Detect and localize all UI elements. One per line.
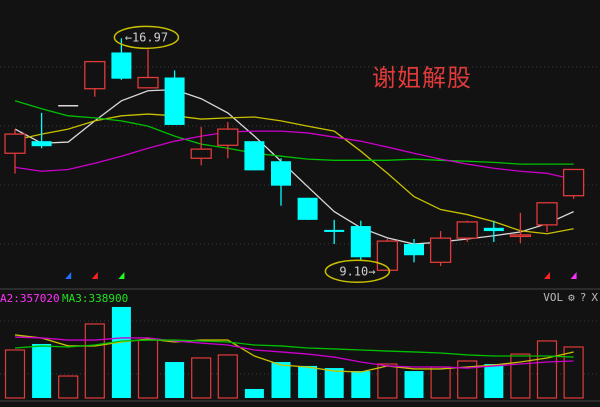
volume-ma60-line	[14, 339, 574, 358]
signal-marker	[544, 272, 550, 279]
volume-bar	[191, 357, 212, 399]
volume-bar	[4, 349, 26, 399]
candle-body	[297, 197, 318, 220]
volume-bar	[271, 362, 291, 398]
candle-body	[376, 240, 399, 271]
price-annotation-ellipse	[324, 259, 391, 284]
candle-body	[111, 52, 132, 79]
volume-bar	[244, 388, 264, 398]
watermark: 谢姐解股	[372, 64, 472, 92]
signal-marker	[570, 272, 577, 279]
candle-body	[217, 128, 239, 146]
volume-bar	[563, 346, 584, 399]
help-button[interactable]: ?	[579, 291, 587, 304]
candle-body	[509, 234, 532, 238]
candle-body	[404, 244, 424, 256]
candle-body	[271, 161, 291, 186]
volume-bar	[58, 375, 79, 399]
volume-bar	[536, 340, 558, 399]
signal-marker	[91, 272, 98, 279]
volume-bar	[298, 365, 318, 398]
volume-ma10-line	[14, 334, 574, 373]
volume-bar	[351, 371, 371, 398]
volume-ma2-label: A2:357020	[0, 292, 60, 305]
volume-bar	[457, 360, 478, 399]
candle-body	[31, 141, 52, 147]
candle-body	[483, 227, 504, 232]
candle-body	[429, 237, 452, 263]
high-price-label: ←16.97	[125, 30, 168, 44]
volume-bar	[430, 366, 451, 399]
volume-toolbar: VOL ⚙ ? X	[543, 291, 598, 304]
volume-bar	[510, 353, 531, 399]
price-annotation-ellipse	[113, 25, 180, 50]
indicator-name[interactable]: VOL	[543, 291, 564, 304]
low-price-label: 9.10→	[339, 264, 375, 278]
candle-body	[244, 141, 265, 171]
volume-ma3-label: MA3:338900	[62, 292, 129, 305]
volume-bar	[404, 371, 424, 398]
price-ma5-line	[14, 88, 574, 245]
price-ma20-line	[14, 130, 574, 181]
candle-body	[137, 76, 159, 89]
candle-body	[190, 148, 212, 159]
signal-marker	[118, 272, 125, 279]
volume-bar	[111, 306, 131, 398]
candle-body	[84, 60, 106, 90]
price-ma60-line	[14, 100, 574, 165]
volume-bar	[377, 363, 398, 399]
gear-icon[interactable]: ⚙	[568, 291, 575, 304]
price-ma10-line	[14, 113, 574, 235]
candle-body	[562, 168, 585, 197]
volume-bar	[32, 343, 52, 398]
candle-body	[164, 77, 185, 125]
candle-body	[4, 133, 26, 154]
volume-bar	[324, 368, 344, 398]
candle-body	[536, 202, 558, 226]
volume-bar	[217, 354, 238, 399]
candle-body	[350, 226, 371, 258]
close-button[interactable]: X	[591, 291, 598, 304]
volume-bar	[137, 339, 159, 399]
volume-bar	[84, 323, 105, 399]
signal-marker	[65, 272, 72, 279]
volume-bar	[484, 363, 504, 398]
candle-body	[456, 221, 478, 239]
volume-ma20-line	[14, 336, 574, 369]
candle-body	[324, 229, 345, 232]
volume-bar	[165, 362, 185, 398]
